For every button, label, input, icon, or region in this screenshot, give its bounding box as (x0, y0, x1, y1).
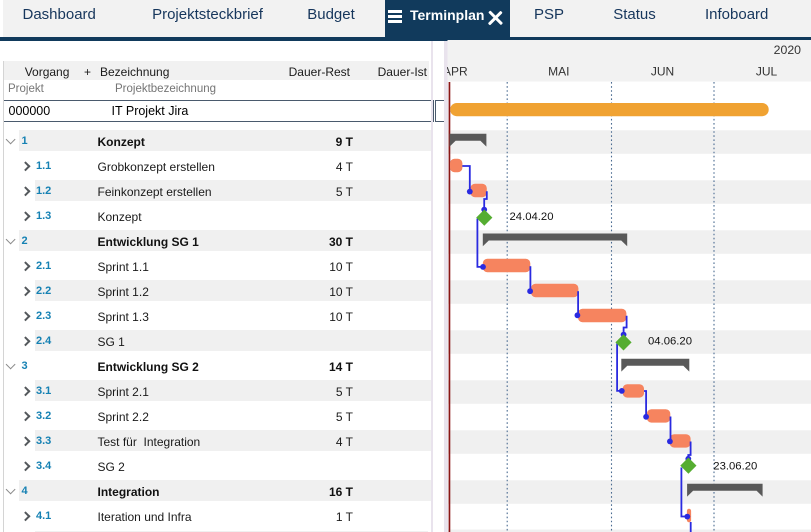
svg-text:MAI: MAI (548, 65, 569, 79)
svg-text:23.06.20: 23.06.20 (713, 460, 757, 472)
svg-text:APR: APR (447, 65, 468, 79)
svg-text:04.06.20: 04.06.20 (648, 336, 692, 348)
svg-text:2020: 2020 (774, 43, 802, 57)
svg-text:JUN: JUN (651, 65, 674, 79)
svg-text:24.04.20: 24.04.20 (510, 211, 554, 223)
svg-text:JUL: JUL (756, 65, 778, 79)
